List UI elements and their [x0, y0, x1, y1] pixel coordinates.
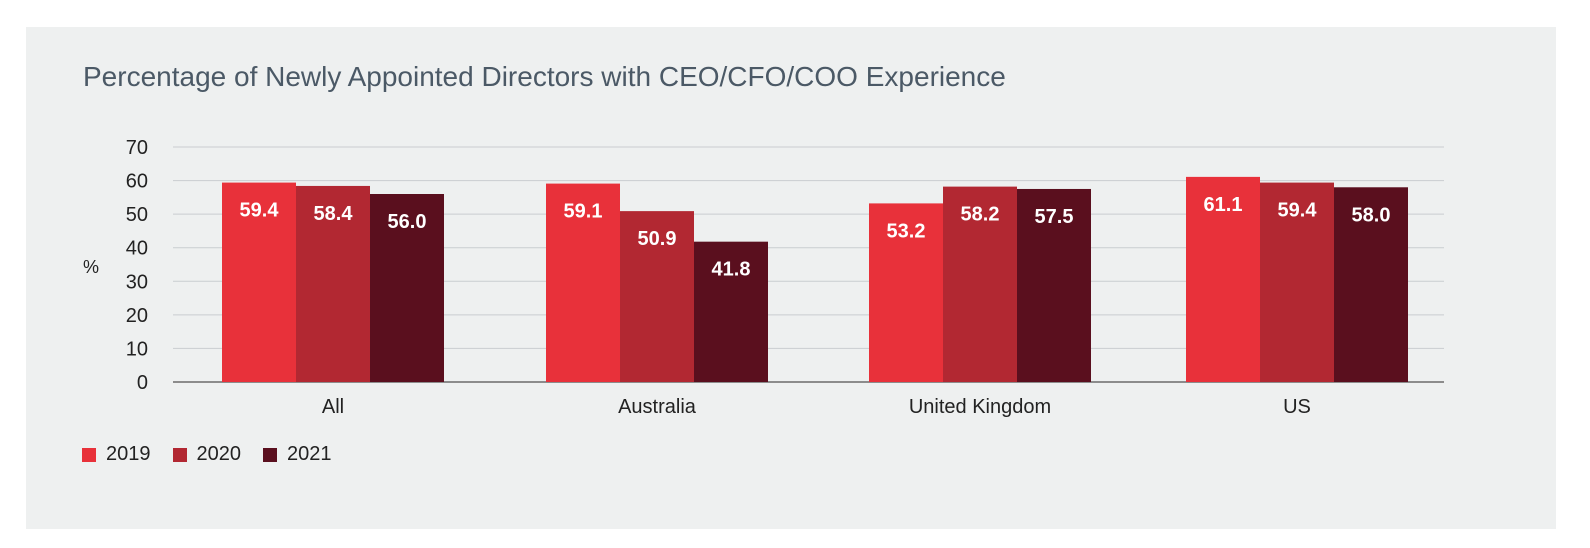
- bar-value-label: 59.4: [240, 200, 280, 222]
- bar-united-kingdom-2021: [1017, 188, 1091, 382]
- bar-all-2019: [222, 182, 296, 382]
- legend-swatch: [172, 447, 187, 462]
- bar-value-label: 61.1: [1204, 194, 1243, 216]
- bar-value-label: 59.4: [1278, 200, 1318, 222]
- y-tick-label: 10: [126, 338, 148, 360]
- chart-title: Percentage of Newly Appointed Directors …: [83, 61, 1006, 92]
- bars: [222, 176, 1408, 382]
- legend-label: 2021: [287, 443, 332, 465]
- bar-value-label: 56.0: [388, 211, 427, 233]
- y-tick-label: 20: [126, 305, 148, 327]
- y-tick-label: 60: [126, 171, 148, 193]
- bar-value-label: 53.2: [887, 220, 926, 242]
- bar-australia-2021: [694, 241, 768, 382]
- bar-value-label: 58.2: [961, 204, 1000, 226]
- bar-value-label: 41.8: [712, 259, 751, 281]
- y-axis-ticks: 0 10 20 30 40 50 60 70: [126, 137, 148, 394]
- bar-us-2020: [1260, 182, 1334, 382]
- legend: 2019 2020 2021: [82, 443, 332, 466]
- bar-value-label: 59.1: [564, 201, 603, 223]
- y-tick-label: 30: [126, 271, 148, 293]
- legend-swatch: [82, 447, 96, 462]
- bar-australia-2019: [546, 183, 620, 382]
- x-tick-label: Australia: [618, 396, 697, 418]
- y-tick-label: 0: [137, 372, 148, 394]
- legend-item-2019: 2019: [82, 443, 151, 466]
- y-axis-label: %: [83, 257, 99, 277]
- bar-all-2020: [296, 185, 370, 382]
- bar-value-label: 58.4: [314, 203, 354, 225]
- bar-us-2019: [1186, 176, 1260, 382]
- x-axis-ticks: All Australia United Kingdom US: [322, 396, 1311, 418]
- bar-value-labels: 59.4 58.4 56.0 59.1 50.9 41.8 53.2 58.2 57.5 61.1…: [240, 194, 1391, 281]
- y-tick-label: 50: [126, 204, 148, 226]
- bar-australia-2020: [620, 211, 694, 382]
- legend-label: 2020: [196, 443, 242, 465]
- legend-item-2021: 2021: [263, 443, 332, 466]
- legend-item-2020: 2020: [172, 443, 242, 466]
- bar-united-kingdom-2019: [869, 203, 943, 382]
- x-tick-label: United Kingdom: [909, 396, 1051, 418]
- y-tick-label: 40: [126, 238, 148, 260]
- y-tick-label: 70: [126, 137, 148, 159]
- bar-value-label: 50.9: [638, 228, 677, 250]
- bar-united-kingdom-2020: [943, 186, 1017, 382]
- bar-value-label: 57.5: [1035, 206, 1074, 228]
- bar-us-2021: [1334, 187, 1408, 382]
- x-tick-label: US: [1283, 396, 1311, 418]
- x-tick-label: All: [322, 396, 344, 418]
- bar-all-2021: [370, 194, 444, 382]
- legend-label: 2019: [106, 443, 151, 465]
- legend-swatch: [263, 447, 277, 462]
- bar-value-label: 58.0: [1352, 204, 1391, 226]
